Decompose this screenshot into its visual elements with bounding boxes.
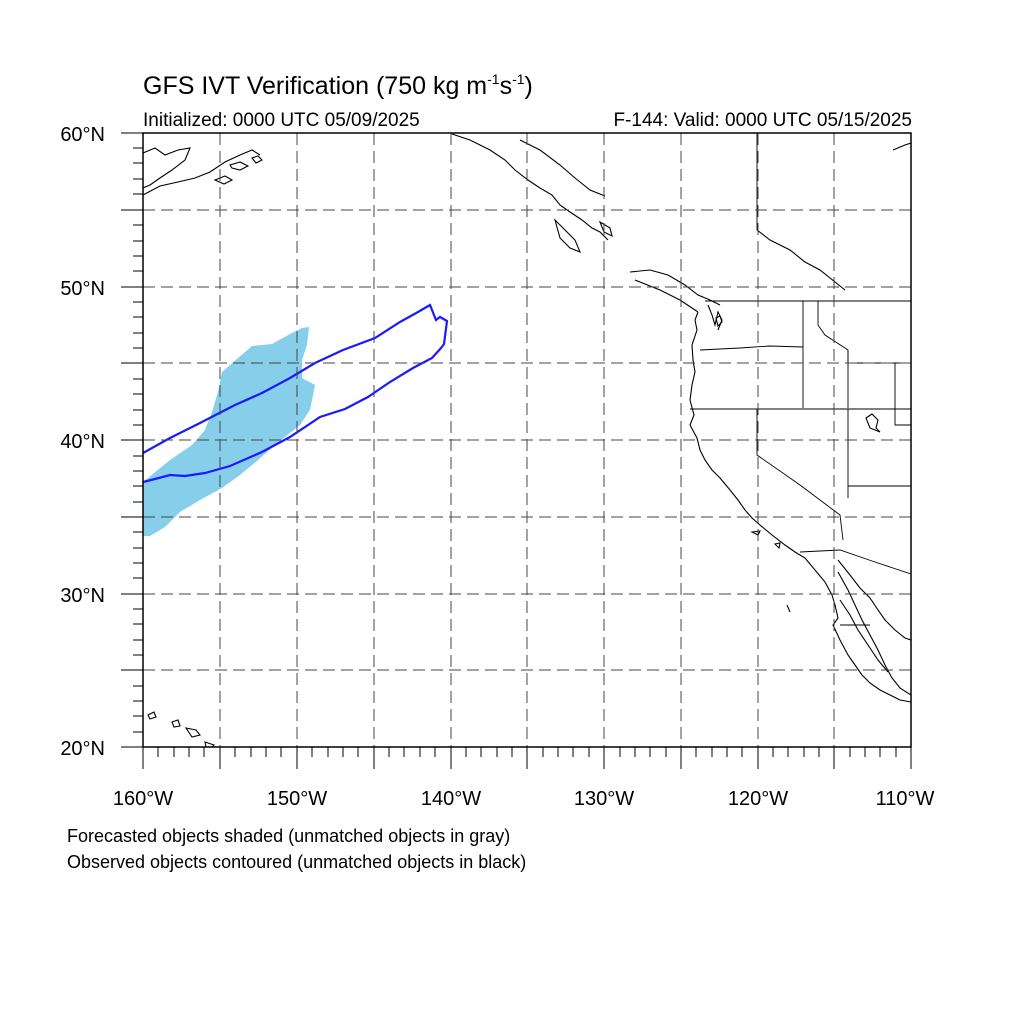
lat-label-30n: 30°N: [60, 585, 105, 607]
observed-ivt-contour: [143, 303, 449, 484]
lon-label-160w: 160°W: [113, 788, 173, 810]
longitude-labels: 160°W 150°W 140°W 130°W 120°W 110°W: [113, 788, 935, 810]
forecast-ivt-object: [143, 327, 315, 536]
axis-ticks: [121, 132, 912, 769]
lon-label-120w: 120°W: [728, 788, 788, 810]
lat-label-60n: 60°N: [60, 124, 105, 146]
latitude-labels: 60°N 50°N 40°N 30°N 20°N: [60, 124, 105, 760]
lat-label-20n: 20°N: [60, 738, 105, 760]
lon-label-140w: 140°W: [421, 788, 481, 810]
valid-time: F-144: Valid: 0000 UTC 05/15/2025: [613, 110, 912, 131]
coastlines: [143, 133, 911, 747]
political-boundaries: [690, 133, 911, 626]
map-title: GFS IVT Verification (750 kg m-1s-1): [143, 71, 533, 100]
lat-label-40n: 40°N: [60, 431, 105, 453]
legend-observed-note: Observed objects contoured (unmatched ob…: [67, 852, 527, 872]
lat-lon-grid: [143, 133, 911, 747]
legend-forecast-note: Forecasted objects shaded (unmatched obj…: [67, 826, 511, 846]
lon-label-150w: 150°W: [267, 788, 327, 810]
lon-label-130w: 130°W: [574, 788, 634, 810]
lon-label-110w: 110°W: [876, 788, 935, 810]
lat-label-50n: 50°N: [60, 278, 105, 300]
initialized-time: Initialized: 0000 UTC 05/09/2025: [143, 110, 420, 131]
